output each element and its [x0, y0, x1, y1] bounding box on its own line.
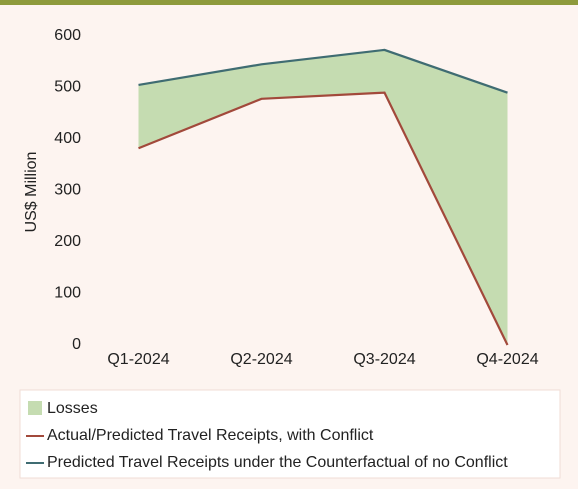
x-tick-label: Q2-2024: [230, 351, 292, 368]
losses-area: [138, 49, 508, 345]
y-tick-label: 300: [54, 182, 81, 199]
y-axis-label: US$ Million: [23, 152, 40, 233]
legend-label: Actual/Predicted Travel Receipts, with C…: [47, 427, 374, 444]
x-tick-label: Q4-2024: [476, 351, 538, 368]
top-bar: [0, 0, 578, 5]
y-tick-label: 400: [54, 130, 81, 147]
y-tick-label: 0: [72, 336, 81, 353]
x-tick-label: Q3-2024: [353, 351, 415, 368]
legend-label: Losses: [47, 400, 98, 417]
x-tick-label: Q1-2024: [107, 351, 169, 368]
y-tick-label: 100: [54, 285, 81, 302]
series-line: [138, 48, 508, 94]
legend-box: [19, 389, 561, 479]
y-tick-label: 600: [54, 27, 81, 44]
y-tick-label: 500: [54, 79, 81, 96]
legend-swatch: [28, 401, 42, 415]
series-line: [138, 91, 509, 346]
legend-label: Predicted Travel Receipts under the Coun…: [47, 454, 508, 471]
y-tick-label: 200: [54, 233, 81, 250]
